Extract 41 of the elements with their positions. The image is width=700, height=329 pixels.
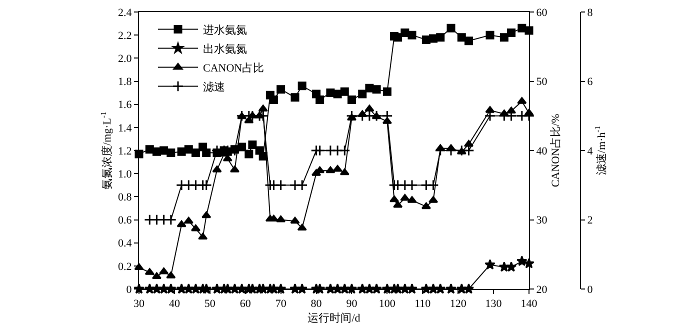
x-tick-label: 100 [378,298,396,310]
y-tick-label: 1.4 [118,122,132,134]
y-tick-label: 1.2 [118,145,132,158]
y3-tick-label: 0 [587,284,594,296]
x-tick-label: 80 [310,298,322,310]
x-tick-label: 60 [240,298,252,310]
x-tick-label: 110 [414,298,432,310]
x-tick-label: 30 [134,298,145,310]
legend-label: 进水氨氮 [203,24,247,37]
y-tick-label: 0.2 [118,260,132,273]
x-tick-label: 130 [485,298,502,310]
x-axis-title: 运行时间/d [308,311,361,324]
x-tick-label: 50 [204,298,216,310]
legend-label: CANON占比 [203,62,264,75]
y-tick-label: 0 [126,284,132,296]
y-tick-label: 2.4 [118,6,132,19]
y2-axis-title: CANON占比/% [548,114,562,188]
y3-tick-label: 8 [587,6,594,19]
y-tick-label: 1.6 [118,99,132,112]
y2-tick-label: 40 [536,145,548,158]
y-tick-label: 1.0 [118,168,132,180]
y3-tick-label: 2 [587,214,593,227]
y-tick-label: 0.8 [118,192,132,204]
x-tick-label: 120 [450,298,467,310]
y2-tick-label: 50 [536,76,548,88]
y2-tick-label: 20 [536,284,548,296]
y-tick-label: 0.4 [118,238,132,250]
y2-tick-label: 30 [536,214,548,227]
y-tick-label: 1.8 [118,76,132,88]
y-tick-label: 0.6 [118,214,132,227]
y-tick-label: 2.2 [118,30,132,42]
x-tick-label: 140 [520,298,538,310]
legend-label: 出水氨氮 [203,42,247,56]
y3-tick-label: 4 [587,145,594,158]
y3-tick-label: 6 [587,76,594,88]
x-tick-label: 90 [346,298,358,310]
x-tick-label: 40 [168,298,180,310]
y2-tick-label: 60 [536,6,548,19]
y-tick-label: 2.0 [118,53,132,66]
x-tick-label: 70 [275,298,287,310]
legend-label: 滤速 [203,80,225,94]
